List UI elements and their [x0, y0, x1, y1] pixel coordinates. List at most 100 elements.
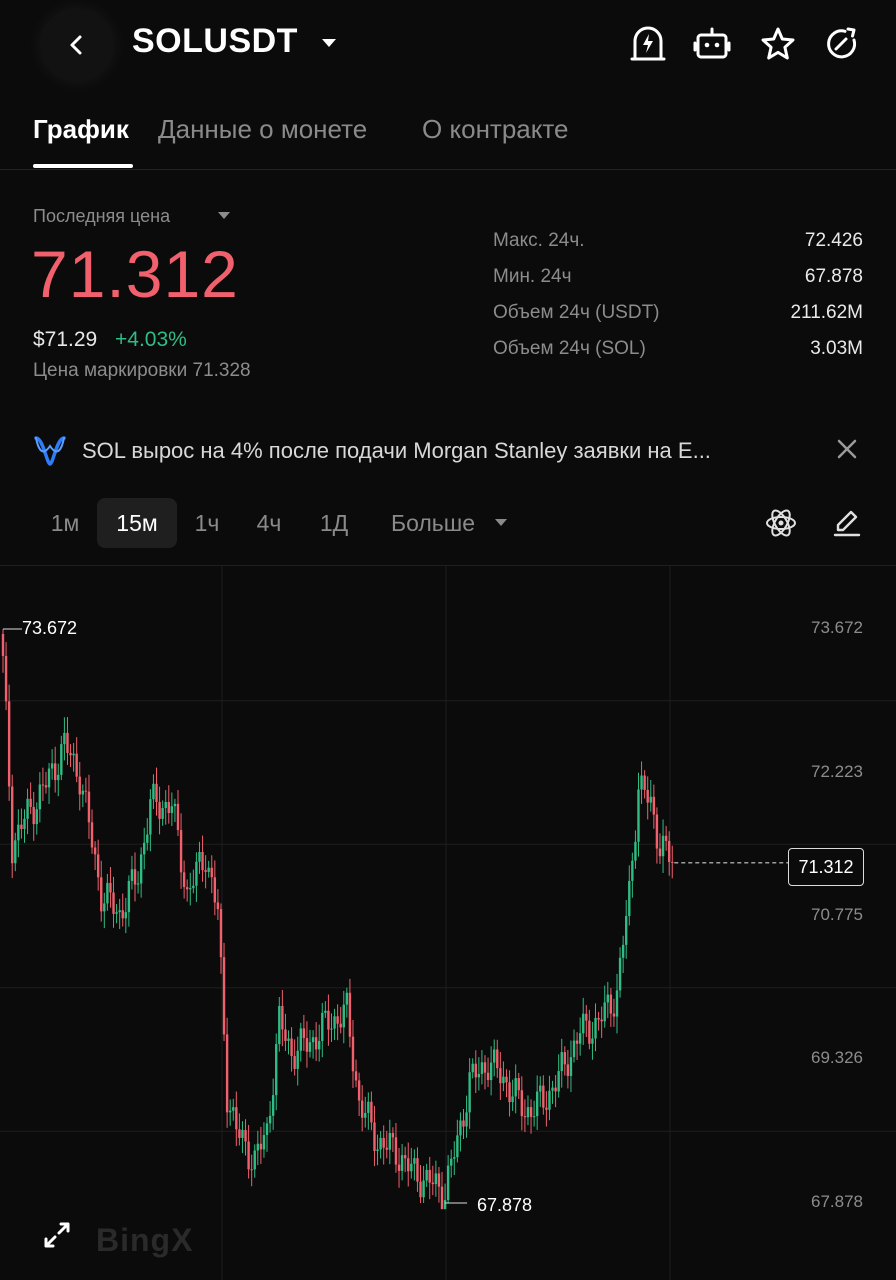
candle-body — [149, 799, 152, 835]
candle-body — [397, 1164, 401, 1171]
candle-body — [26, 798, 29, 819]
candle-body — [585, 1013, 588, 1021]
candle-body — [333, 1016, 336, 1029]
y-tick: 67.878 — [811, 1192, 863, 1211]
candle-body — [345, 992, 349, 1005]
caret-down-icon[interactable] — [494, 518, 508, 528]
candle-body — [465, 1112, 468, 1127]
candle-body — [364, 1112, 367, 1118]
candle-body — [422, 1180, 425, 1198]
candle-body — [351, 1036, 355, 1072]
last-price-label[interactable]: Последняя цена — [33, 206, 171, 226]
candle-body — [431, 1182, 434, 1185]
candle-body — [63, 732, 66, 745]
news-banner[interactable]: SOL вырос на 4% после подачи Morgan Stan… — [0, 430, 896, 474]
candle-body — [453, 1157, 456, 1159]
candle-body — [557, 1071, 560, 1092]
interval-more[interactable]: Больше — [390, 510, 476, 536]
candlestick-chart[interactable] — [0, 566, 896, 1280]
y-tick: 72.223 — [811, 762, 863, 781]
caret-down-icon[interactable] — [318, 32, 340, 54]
tab-contract-info[interactable]: О контракте — [422, 114, 569, 144]
candle-body — [109, 882, 112, 893]
tab-coin-data[interactable]: Данные о монете — [158, 114, 368, 144]
price-chart[interactable]: 73.672 72.223 70.775 69.326 67.878 73.67… — [0, 565, 896, 1280]
candle-body — [594, 1017, 597, 1039]
candle-body — [161, 807, 164, 819]
candle-body — [20, 824, 23, 830]
high-label: 73.672 — [22, 618, 78, 638]
alert-bolt-icon[interactable] — [628, 24, 668, 64]
candle-body — [400, 1155, 404, 1171]
candle-body — [499, 1068, 502, 1084]
candle-body — [14, 840, 17, 864]
candle-body — [474, 1063, 477, 1078]
symbol-title[interactable]: SOLUSDT — [132, 22, 298, 60]
candle-body — [625, 916, 628, 945]
candle-body — [502, 1076, 505, 1084]
news-icon — [34, 436, 66, 466]
candle-body — [262, 1135, 266, 1150]
tab-chart[interactable]: График — [33, 114, 129, 144]
candle-body — [57, 774, 60, 781]
candle-body — [554, 1087, 557, 1092]
current-price-tag: 71.312 — [788, 848, 864, 886]
interval-15m[interactable]: 15м — [97, 498, 177, 548]
candle-body — [566, 1064, 570, 1076]
candle-body — [658, 848, 662, 857]
candle-body — [480, 1062, 484, 1074]
candle-body — [50, 763, 54, 769]
candle-body — [115, 912, 118, 914]
back-icon — [70, 35, 82, 55]
interval-1m[interactable]: 1м — [50, 510, 80, 536]
candle-body — [247, 1141, 250, 1170]
candle-body — [238, 1129, 241, 1138]
candle-body — [535, 1091, 539, 1117]
candle-body — [621, 944, 625, 958]
candle-body — [520, 1090, 524, 1117]
candle-body — [216, 902, 220, 910]
top-bar: SOLUSDT — [0, 0, 896, 92]
candle-body — [204, 870, 207, 872]
interval-4h[interactable]: 4ч — [256, 510, 282, 536]
draw-pencil-icon[interactable] — [830, 506, 864, 540]
candle-body — [44, 785, 48, 788]
caret-down-icon[interactable] — [218, 211, 230, 221]
candle-body — [296, 1050, 299, 1069]
candle-body — [23, 818, 26, 830]
candle-body — [578, 1033, 582, 1044]
candle-body — [207, 867, 210, 872]
candle-body — [201, 851, 204, 871]
candle-body — [311, 1037, 315, 1043]
candle-body — [532, 1116, 536, 1118]
stat-high-value: 72.426 — [804, 230, 863, 251]
stat-low-value: 67.878 — [804, 266, 863, 287]
candle-body — [416, 1158, 419, 1182]
candle-body — [259, 1143, 263, 1150]
indicators-icon[interactable] — [764, 506, 798, 540]
candle-body — [87, 791, 91, 823]
star-icon[interactable] — [758, 24, 798, 64]
back-button[interactable] — [40, 8, 114, 82]
tab-bar: График Данные о монете О контракте — [0, 100, 896, 170]
candle-body — [336, 1016, 339, 1024]
candle-body — [318, 1040, 321, 1050]
candle-body — [459, 1120, 462, 1136]
interval-1d[interactable]: 1Д — [319, 510, 349, 536]
candle-body — [603, 1002, 606, 1022]
candle-body — [17, 824, 20, 841]
news-headline[interactable]: SOL вырос на 4% после подачи Morgan Stan… — [82, 438, 711, 463]
expand-icon[interactable] — [40, 1218, 74, 1252]
candle-body — [47, 768, 51, 788]
candle-body — [434, 1173, 438, 1185]
bot-icon[interactable] — [692, 24, 732, 64]
candle-body — [477, 1073, 481, 1078]
close-icon[interactable] — [836, 438, 858, 460]
refresh-icon[interactable] — [822, 24, 862, 64]
candle-body — [370, 1101, 373, 1123]
candle-body — [489, 1062, 493, 1081]
candle-body — [628, 880, 631, 917]
candle-body — [302, 1028, 306, 1039]
candle-body — [198, 851, 201, 862]
interval-1h[interactable]: 1ч — [194, 510, 220, 536]
